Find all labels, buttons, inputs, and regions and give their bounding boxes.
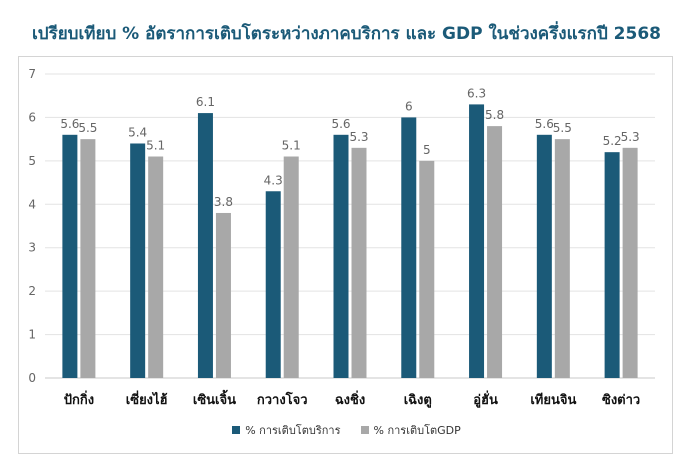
data-label-services: 5.6 xyxy=(331,117,350,131)
legend-item-gdp: % การเติบโตGDP xyxy=(360,421,461,439)
data-label-services: 4.3 xyxy=(264,173,283,187)
data-label-services: 6.3 xyxy=(467,86,486,100)
x-tick-label: ฉงชิ่ง xyxy=(335,390,365,408)
bar-services xyxy=(604,152,620,378)
bar-services xyxy=(333,134,349,378)
x-tick-label: กวางโจว xyxy=(257,391,308,408)
legend: % การเติบโตบริการ % การเติบโตGDP xyxy=(0,421,693,439)
legend-label-services: % การเติบโตบริการ xyxy=(245,424,341,437)
y-tick-label: 4 xyxy=(28,197,36,211)
bar-gdp xyxy=(80,139,96,378)
data-label-services: 6.1 xyxy=(196,95,215,109)
x-tick-label: อู่ฮั่น xyxy=(473,390,498,408)
data-label-gdp: 3.8 xyxy=(214,195,233,209)
bar-gdp xyxy=(419,160,435,378)
bar-services xyxy=(469,104,485,379)
data-label-gdp: 5.3 xyxy=(621,130,640,144)
x-tick-label: เซินเจิ้น xyxy=(193,389,236,408)
x-tick-label: เฉิงตู xyxy=(404,393,432,408)
data-label-services: 5.6 xyxy=(535,117,554,131)
bar-gdp xyxy=(215,212,231,378)
data-label-gdp: 5.5 xyxy=(553,121,572,135)
x-tick-label: เทียนจิน xyxy=(530,392,576,408)
x-tick-label: ซิงต่าว xyxy=(602,393,640,408)
data-label-gdp: 5.8 xyxy=(485,108,504,122)
y-tick-label: 7 xyxy=(28,67,36,81)
bar-services xyxy=(62,134,78,378)
x-tick-label: ปักกิ่ง xyxy=(64,390,94,408)
bar-gdp xyxy=(351,147,367,378)
bar-services xyxy=(536,134,552,378)
y-tick-label: 0 xyxy=(28,371,36,385)
data-label-gdp: 5.3 xyxy=(349,130,368,144)
data-label-gdp: 5.1 xyxy=(282,139,301,153)
y-tick-label: 3 xyxy=(28,241,36,255)
y-tick-label: 1 xyxy=(28,328,36,342)
legend-swatch-services xyxy=(232,426,241,434)
bar-gdp xyxy=(283,156,299,378)
bar-gdp xyxy=(148,156,164,378)
y-tick-label: 6 xyxy=(28,110,36,124)
bar-services xyxy=(197,113,213,378)
data-label-services: 5.6 xyxy=(60,117,79,131)
bar-services xyxy=(265,191,281,378)
data-label-gdp: 5.1 xyxy=(146,139,165,153)
bar-gdp xyxy=(487,126,503,378)
data-label-services: 6 xyxy=(405,99,413,113)
y-tick-label: 2 xyxy=(28,284,36,298)
bar-gdp xyxy=(622,147,638,378)
legend-swatch-gdp xyxy=(360,426,369,434)
data-label-services: 5.2 xyxy=(603,134,622,148)
legend-label-gdp: % การเติบโตGDP xyxy=(373,424,461,437)
x-tick-label: เซี่ยงไฮ้ xyxy=(126,390,168,408)
bar-gdp xyxy=(554,139,570,378)
bar-services xyxy=(130,143,146,378)
legend-item-services: % การเติบโตบริการ xyxy=(232,421,341,439)
data-label-services: 5.4 xyxy=(128,125,147,139)
data-label-gdp: 5 xyxy=(423,143,431,157)
data-label-gdp: 5.5 xyxy=(78,121,97,135)
bar-services xyxy=(401,117,417,378)
y-tick-label: 5 xyxy=(28,154,36,168)
chart-title: เปรียบเทียบ % อัตราการเติบโตระหว่างภาคบร… xyxy=(31,24,661,44)
